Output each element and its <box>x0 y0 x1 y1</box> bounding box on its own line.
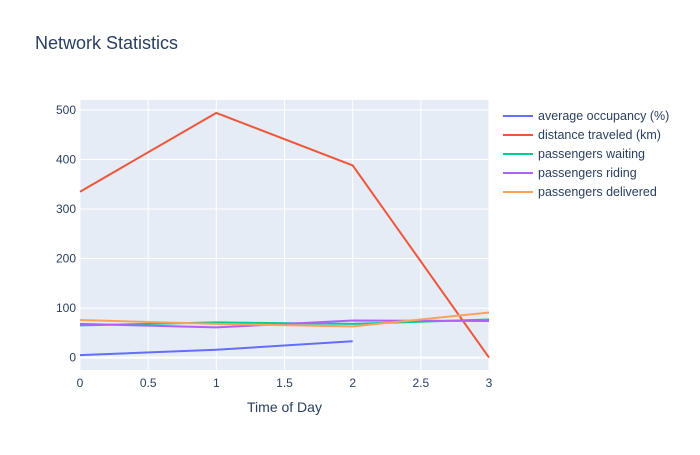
x-tick-label: 2 <box>349 376 356 390</box>
grid-lines <box>79 100 490 370</box>
x-tick-label: 2.5 <box>412 376 429 390</box>
chart-title: Network Statistics <box>35 33 179 53</box>
legend-swatch <box>503 171 533 174</box>
series-line-0 <box>79 340 353 357</box>
legend: average occupancy (%) distance traveled (… <box>503 106 669 201</box>
legend-swatch <box>503 190 533 193</box>
legend-swatch <box>503 114 533 117</box>
legend-label: distance traveled (km) <box>538 127 661 142</box>
legend-label: passengers waiting <box>538 146 646 161</box>
y-tick-label: 0 <box>69 351 76 365</box>
x-axis-label: Time of Day <box>247 399 322 415</box>
legend-swatch <box>503 133 533 136</box>
series-line-3 <box>79 319 490 329</box>
y-tick-label: 200 <box>56 252 76 266</box>
x-tick-labels: 0 0.5 1 1.5 2 2.5 3 <box>77 376 493 390</box>
legend-item[interactable]: distance traveled (km) <box>503 125 669 144</box>
y-tick-label: 400 <box>56 152 76 166</box>
x-tick-label: 0.5 <box>140 376 157 390</box>
x-tick-label: 3 <box>486 376 493 390</box>
legend-label: average occupancy (%) <box>538 108 670 123</box>
legend-label: passengers riding <box>538 165 637 180</box>
legend-item[interactable]: average occupancy (%) <box>503 106 669 125</box>
y-tick-label: 500 <box>56 103 76 117</box>
legend-swatch <box>503 152 533 155</box>
y-tick-label: 300 <box>56 202 76 216</box>
x-tick-label: 0 <box>77 376 84 390</box>
series-line-1 <box>79 111 490 359</box>
legend-label: passengers delivered <box>538 184 657 199</box>
series-group <box>79 111 490 359</box>
legend-item[interactable]: passengers delivered <box>503 182 669 201</box>
x-tick-label: 1.5 <box>276 376 293 390</box>
y-tick-label: 100 <box>56 301 76 315</box>
x-tick-label: 1 <box>213 376 220 390</box>
legend-item[interactable]: passengers riding <box>503 163 669 182</box>
legend-item[interactable]: passengers waiting <box>503 144 669 163</box>
y-tick-labels: 0 100 200 300 400 500 <box>56 103 76 365</box>
series-line-4 <box>79 311 490 328</box>
